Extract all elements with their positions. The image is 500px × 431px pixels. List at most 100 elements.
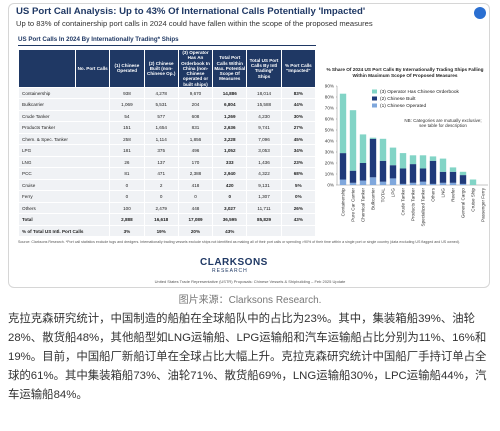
bar-segment	[339, 153, 347, 180]
table-row: % of Total US Intl. Port Calls 3% 19% 20% 43…	[17, 224, 317, 238]
table-cell: 5%	[280, 178, 317, 192]
table-cell: 938	[109, 86, 145, 100]
bar-segment	[339, 179, 347, 185]
bar-segment	[369, 177, 377, 185]
table-cell: 0	[109, 190, 145, 203]
bar-segment	[379, 138, 387, 161]
table-cell: 1,269	[212, 109, 248, 123]
chart-title: % Share Of 2024 US Port Calls By Interna…	[326, 67, 484, 78]
table-cell: 608	[177, 109, 214, 123]
y-tick-label: 40%	[325, 139, 334, 144]
table-cell: 9,131	[246, 178, 282, 192]
y-tick-label: 20%	[325, 161, 334, 166]
table-cell: Containership	[17, 86, 111, 100]
x-tick-label: Cruise Ship	[471, 188, 476, 212]
source-note: Source: Clarksons Research. *Port call s…	[18, 240, 460, 244]
link-icon[interactable]	[474, 7, 486, 19]
x-tick-label: Specialized Tanker	[421, 188, 426, 227]
y-tick-label: 70%	[325, 106, 334, 111]
article-text: 克拉克森研究统计，中国制造的船舶在全球船队中的占比为23%。其中，集装箱船39%…	[8, 313, 487, 401]
table-cell: 0	[177, 190, 214, 203]
table-title: US Port Calls In 2024 By Internationally…	[18, 36, 316, 46]
table-cell: 448	[177, 201, 214, 215]
bar-segment	[399, 153, 407, 169]
table-row: Chem. & Spec. Tanker 258 1,114 1,856 3,228 7,…	[17, 132, 317, 146]
table-cell: 14,886	[212, 86, 248, 100]
bar-segment	[459, 183, 467, 185]
table-cell: 1,856	[177, 132, 214, 146]
image-credit: 图片来源：Clarksons Research.	[178, 295, 322, 306]
table-cell: 1,436	[246, 155, 282, 169]
bar-segment	[409, 155, 417, 165]
table-cell: 0%	[280, 190, 317, 203]
table-cell: 577	[143, 109, 179, 123]
y-tick-label: 30%	[325, 150, 334, 155]
table-cell: 2,940	[212, 167, 248, 180]
x-tick-label: TOTAL	[381, 188, 386, 203]
table-cell: 9,670	[177, 86, 214, 100]
table-cell: 2,388	[177, 167, 214, 180]
table-cell: 44%	[280, 98, 317, 111]
bar-segment	[389, 178, 397, 185]
table-cell: 30%	[280, 109, 317, 123]
table-cell: 0	[212, 190, 248, 203]
table-row: Others 100 2,479 448 3,027 11,711 26%	[17, 201, 317, 215]
table-cell: 2,888	[109, 213, 145, 226]
table-cell	[246, 224, 282, 238]
bar-segment	[439, 182, 447, 185]
header-corner	[18, 49, 76, 88]
table-cell: 1,307	[246, 190, 282, 203]
table-cell: 3,027	[212, 201, 248, 215]
y-tick-label: 0%	[327, 183, 334, 188]
bar-segment	[359, 163, 367, 181]
table-row: PCC 81 471 2,388 2,940 4,322 68%	[17, 167, 317, 180]
x-tick-label: Passenger Ferry	[481, 187, 486, 222]
table-cell: 18,014	[246, 86, 282, 100]
table-row: Ferry 0 0 0 0 1,307 0%	[17, 190, 317, 203]
table-cell: 4,230	[246, 109, 282, 123]
x-tick-label: Pure Car Carrier	[351, 188, 356, 222]
legend-swatch	[372, 89, 377, 94]
table-cell: 5,531	[143, 98, 179, 111]
chart: 0% 10% 20% 30% 40% 50% 60% 70% 80% 90% Containersh…	[325, 7, 488, 227]
table-cell: 4,322	[246, 167, 282, 180]
bar-segment	[359, 180, 367, 185]
x-tick-label: Others	[431, 187, 436, 201]
bar-segment	[379, 160, 387, 182]
logo: CLARKSONS	[200, 257, 268, 268]
legend-label: (3) Operator Has Chinese Orderbook	[380, 89, 460, 95]
y-tick-label: 10%	[325, 172, 334, 177]
table-cell: 1,654	[143, 121, 179, 134]
table-cell: 258	[109, 132, 145, 146]
table-cell: 85,829	[246, 213, 282, 226]
table-cell: 34%	[280, 144, 317, 157]
table-cell: 15,588	[246, 98, 282, 111]
table-cell: 375	[143, 144, 179, 157]
bar-segment	[389, 165, 397, 179]
table-cell: 0	[143, 190, 179, 203]
bar-segment	[409, 182, 417, 185]
table-cell: 23%	[280, 155, 317, 169]
x-tick-label: Containership	[341, 188, 346, 217]
table-cell: 2	[143, 178, 179, 192]
table-cell: 26	[109, 155, 145, 169]
y-tick-label: 60%	[325, 117, 334, 122]
bar-segment	[349, 170, 357, 183]
table-cell: 151	[109, 121, 145, 134]
x-tick-label: LPG	[391, 188, 396, 198]
bar-segment	[429, 183, 437, 185]
table-cell: Products Tanker	[17, 121, 111, 134]
bar-segment	[459, 171, 467, 176]
table-cell: 54	[109, 109, 145, 123]
table-cell: 19%	[143, 224, 179, 238]
table-cell: 2,636	[212, 121, 248, 134]
table-cell: 3%	[109, 224, 145, 238]
legend-swatch	[372, 96, 377, 101]
table-cell: 9,741	[246, 121, 282, 134]
table-cell: 16,618	[143, 213, 179, 226]
table-cell: 26%	[280, 201, 317, 215]
table-cell: 83%	[280, 86, 317, 100]
table-cell: 20%	[177, 224, 214, 238]
table-cell: Crude Tanker	[17, 109, 111, 123]
bar-segment	[419, 155, 427, 169]
